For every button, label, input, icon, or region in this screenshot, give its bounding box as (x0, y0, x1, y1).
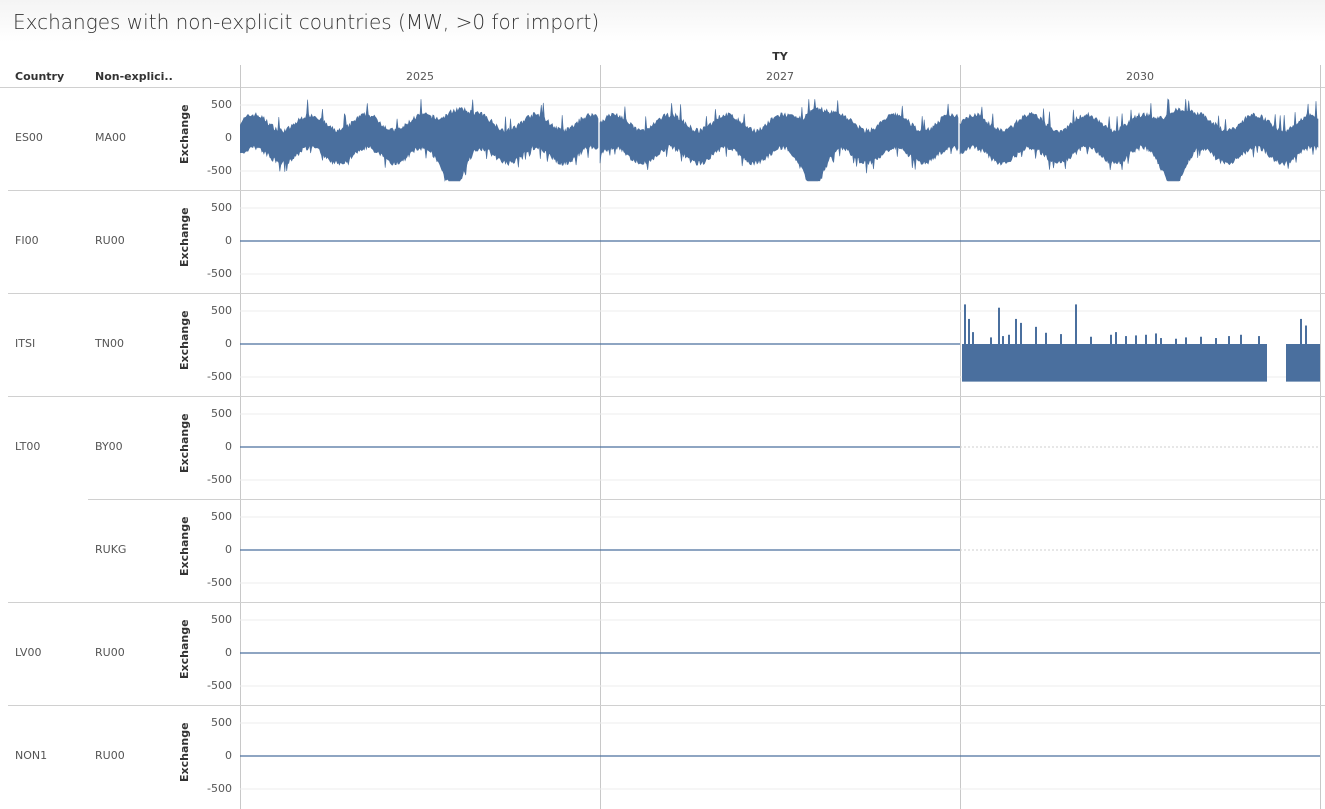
row-separator (8, 705, 1325, 706)
country-label: LT00 (15, 440, 41, 453)
import-spike (1110, 334, 1112, 344)
y-tick-label: 0 (225, 440, 232, 453)
country-label: LV00 (15, 646, 42, 659)
non-explicit-header[interactable]: Non-explici.. (95, 70, 173, 83)
import-spike (1185, 337, 1187, 344)
y-tick-label: 0 (225, 234, 232, 247)
import-spike (998, 307, 1000, 344)
non-explicit-label: RU00 (95, 646, 125, 659)
import-spike (1060, 334, 1062, 344)
import-spike (1035, 326, 1037, 344)
y-tick-label: -500 (207, 679, 232, 692)
import-spike (968, 318, 970, 344)
y-tick-label: 500 (211, 510, 232, 523)
import-spike (1215, 338, 1217, 344)
panel-divider (960, 65, 961, 809)
import-spike (1175, 338, 1177, 344)
panel-divider (1320, 65, 1321, 809)
import-spike (1015, 318, 1017, 344)
import-spike (1135, 335, 1137, 344)
y-tick-label: 0 (225, 749, 232, 762)
year-header-2027: 2027 (766, 70, 794, 83)
import-spike (1002, 336, 1004, 344)
year-header-2025: 2025 (406, 70, 434, 83)
row-separator (8, 396, 1325, 397)
y-tick-label: -500 (207, 576, 232, 589)
country-header[interactable]: Country (15, 70, 65, 83)
country-label: ITSI (15, 337, 36, 350)
y-tick-label: 0 (225, 646, 232, 659)
column-header-ty: TY (772, 50, 788, 63)
import-spike (1240, 334, 1242, 344)
y-axis-title: Exchange (178, 310, 191, 370)
y-tick-label: -500 (207, 164, 232, 177)
import-spike (1045, 332, 1047, 344)
import-spike (1200, 336, 1202, 344)
y-tick-label: -500 (207, 782, 232, 795)
row-separator (8, 602, 1325, 603)
import-spike (1145, 334, 1147, 344)
y-tick-label: 500 (211, 613, 232, 626)
exchange-area-es00-2025 (240, 99, 599, 182)
year-header-2030: 2030 (1126, 70, 1154, 83)
y-tick-label: -500 (207, 473, 232, 486)
chart-plot-area (240, 98, 1320, 790)
panel-divider (240, 65, 241, 809)
y-axis-title: Exchange (178, 207, 191, 267)
non-explicit-label: TN00 (95, 337, 124, 350)
import-spike (1300, 318, 1302, 344)
y-axis-title: Exchange (178, 722, 191, 782)
y-tick-label: -500 (207, 370, 232, 383)
chart-title: Exchanges with non-explicit countries (M… (13, 10, 600, 34)
y-axis-title: Exchange (178, 619, 191, 679)
y-axis-title: Exchange (178, 104, 191, 164)
y-tick-label: 500 (211, 304, 232, 317)
y-tick-label: 500 (211, 201, 232, 214)
import-spike (1305, 325, 1307, 344)
import-spike (1258, 336, 1260, 344)
import-spike (1228, 336, 1230, 344)
import-spike (1125, 336, 1127, 344)
y-tick-label: 500 (211, 716, 232, 729)
import-spike (972, 332, 974, 344)
non-explicit-label: MA00 (95, 131, 127, 144)
import-spike (1008, 334, 1010, 344)
y-tick-label: 500 (211, 98, 232, 111)
export-block (1286, 344, 1320, 382)
exchange-area-es00-2030 (959, 98, 1319, 182)
y-tick-label: 0 (225, 131, 232, 144)
country-label: ES00 (15, 131, 43, 144)
non-explicit-label: BY00 (95, 440, 123, 453)
y-tick-label: -500 (207, 267, 232, 280)
import-spike (1090, 336, 1092, 344)
country-label: FI00 (15, 234, 39, 247)
y-axis-title: Exchange (178, 516, 191, 576)
non-explicit-label: RU00 (95, 234, 125, 247)
panel-divider (600, 65, 601, 809)
header-separator (0, 87, 1325, 88)
export-block (962, 344, 1267, 382)
y-tick-label: 0 (225, 543, 232, 556)
import-spike (1155, 333, 1157, 344)
import-spike (1160, 338, 1162, 344)
import-spike (1020, 322, 1022, 344)
title-bar (0, 0, 1325, 42)
exchange-area-es00-2027 (599, 99, 959, 182)
import-spike (990, 337, 992, 344)
y-tick-label: 500 (211, 407, 232, 420)
row-separator (88, 499, 1325, 500)
country-label: NON1 (15, 749, 48, 762)
y-axis-title: Exchange (178, 413, 191, 473)
row-separator (8, 190, 1325, 191)
import-spike (1075, 304, 1077, 344)
y-tick-label: 0 (225, 337, 232, 350)
import-spike (1115, 332, 1117, 344)
import-spike (964, 304, 966, 344)
row-separator (8, 293, 1325, 294)
non-explicit-label: RU00 (95, 749, 125, 762)
non-explicit-label: RUKG (95, 543, 127, 556)
